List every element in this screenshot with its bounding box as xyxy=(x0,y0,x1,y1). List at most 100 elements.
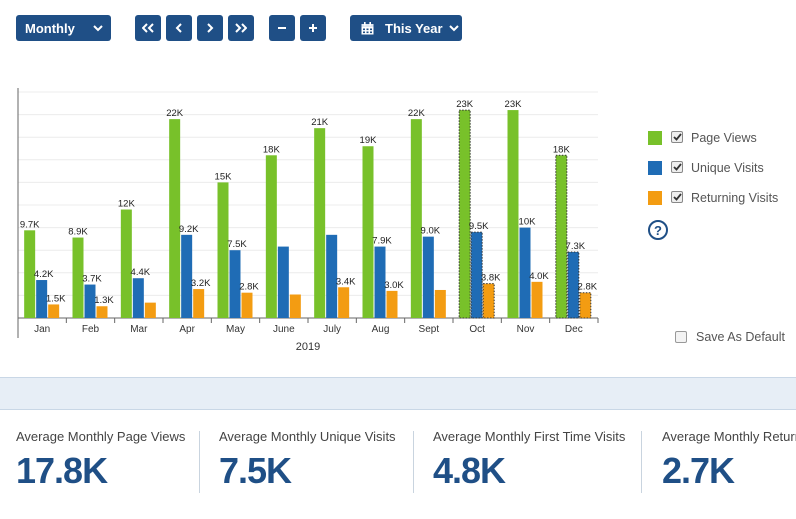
save-default-label: Save As Default xyxy=(696,330,785,344)
stat-label: Average Monthly Page Views xyxy=(16,429,186,444)
x-tick-label: May xyxy=(226,324,245,335)
bar xyxy=(241,292,253,318)
zoom-in-button[interactable] xyxy=(300,15,326,41)
x-tick-label: July xyxy=(323,324,341,335)
bar xyxy=(193,289,205,318)
legend-checkbox[interactable] xyxy=(671,161,683,173)
legend-item-returning-visits[interactable]: Returning Visits xyxy=(648,190,796,206)
data-label: 19K xyxy=(360,135,378,146)
chevron-down-icon xyxy=(448,24,459,32)
bar xyxy=(458,109,471,319)
data-label: 3.0K xyxy=(384,280,404,291)
bar xyxy=(120,209,132,318)
bar xyxy=(386,290,398,318)
bar xyxy=(72,237,84,318)
legend-item-unique-visits[interactable]: Unique Visits xyxy=(648,160,796,176)
data-label: 2.8K xyxy=(578,282,598,293)
help-icon[interactable]: ? xyxy=(648,220,668,240)
data-label: 21K xyxy=(311,117,329,128)
data-label: 3.2K xyxy=(191,278,211,289)
bar xyxy=(24,230,36,318)
bar xyxy=(48,304,60,318)
bar xyxy=(277,246,289,318)
stat-label: Average Monthly Returning Visits xyxy=(662,429,796,444)
period-select-label: Monthly xyxy=(25,20,75,36)
x-tick-label: Nov xyxy=(517,324,535,335)
bar xyxy=(229,250,241,318)
stat-divider xyxy=(199,431,200,493)
bar xyxy=(362,146,374,318)
stat-value: 17.8K xyxy=(16,450,108,491)
bar xyxy=(374,246,386,318)
bar xyxy=(326,234,338,318)
legend-checkbox[interactable] xyxy=(671,191,683,203)
bar xyxy=(36,280,48,318)
date-range-select[interactable]: This Year xyxy=(350,15,462,41)
data-label: 22K xyxy=(166,108,184,119)
x-tick-label: June xyxy=(273,324,295,335)
bar xyxy=(132,278,144,318)
bar xyxy=(217,182,229,318)
plus-icon xyxy=(308,23,318,33)
x-tick-label: Dec xyxy=(565,324,583,335)
data-label: 7.3K xyxy=(566,241,586,252)
data-label: 7.5K xyxy=(227,239,247,250)
bar xyxy=(531,281,543,318)
data-label: 3.4K xyxy=(336,276,356,287)
data-label: 2.8K xyxy=(239,282,259,293)
data-label: 23K xyxy=(456,99,474,110)
data-label: 4.0K xyxy=(529,271,549,282)
data-label: 10K xyxy=(519,217,537,228)
data-label: 3.7K xyxy=(82,274,102,285)
chart-toolbar: Monthly xyxy=(16,15,796,41)
data-label: 23K xyxy=(505,99,523,110)
save-as-default[interactable]: Save As Default xyxy=(675,330,796,345)
double-chevron-right-icon xyxy=(235,23,247,33)
data-label: 18K xyxy=(263,144,281,155)
next-period-button[interactable] xyxy=(197,15,223,41)
data-label: 4.4K xyxy=(131,267,151,278)
x-tick-label: Oct xyxy=(469,324,485,335)
bar xyxy=(519,227,531,318)
bar xyxy=(422,236,434,318)
data-label: 9.0K xyxy=(421,226,441,237)
bar xyxy=(289,294,301,318)
period-select[interactable]: Monthly xyxy=(16,15,111,41)
legend-label: Page Views xyxy=(691,131,757,145)
stat-divider xyxy=(413,431,414,493)
stat-label: Average Monthly Unique Visits xyxy=(219,429,396,444)
data-label: 3.8K xyxy=(481,273,501,284)
save-default-checkbox[interactable] xyxy=(675,331,687,343)
last-period-button[interactable] xyxy=(228,15,254,41)
data-label: 1.3K xyxy=(94,295,114,306)
data-label: 4.2K xyxy=(34,269,54,280)
x-tick-label: Sept xyxy=(419,324,440,335)
stat-first-time-visits: Average Monthly First Time Visits 4.8K xyxy=(433,429,625,509)
bar-chart: 9.7K 4.2K 1.5K Jan 8.9K 3.7K 1.3K Feb 12K 4.4K Mar… xyxy=(17,88,599,353)
section-divider xyxy=(0,377,796,410)
bar xyxy=(482,283,495,319)
bar xyxy=(144,302,156,318)
x-axis-label: 2019 xyxy=(296,341,320,353)
data-label: 7.9K xyxy=(372,236,392,247)
stat-returning-visits: Average Monthly Returning Visits 2.7K xyxy=(662,429,796,509)
previous-period-button[interactable] xyxy=(166,15,192,41)
x-tick-label: Mar xyxy=(130,324,148,335)
x-tick-label: Aug xyxy=(372,324,390,335)
minus-icon xyxy=(277,23,287,33)
chevron-left-icon xyxy=(175,23,183,33)
calendar-icon xyxy=(361,21,374,35)
legend-label: Returning Visits xyxy=(691,191,779,205)
bar xyxy=(169,119,181,318)
first-period-button[interactable] xyxy=(135,15,161,41)
legend-item-page-views[interactable]: Page Views xyxy=(648,130,796,146)
data-label: 9.7K xyxy=(20,219,40,230)
stat-unique-visits: Average Monthly Unique Visits 7.5K xyxy=(219,429,396,509)
legend-label: Unique Visits xyxy=(691,161,764,175)
bar xyxy=(507,110,519,318)
zoom-out-button[interactable] xyxy=(269,15,295,41)
data-label: 1.5K xyxy=(46,293,66,304)
x-tick-label: Jan xyxy=(34,324,50,335)
bar xyxy=(555,154,568,319)
legend-checkbox[interactable] xyxy=(671,131,683,143)
